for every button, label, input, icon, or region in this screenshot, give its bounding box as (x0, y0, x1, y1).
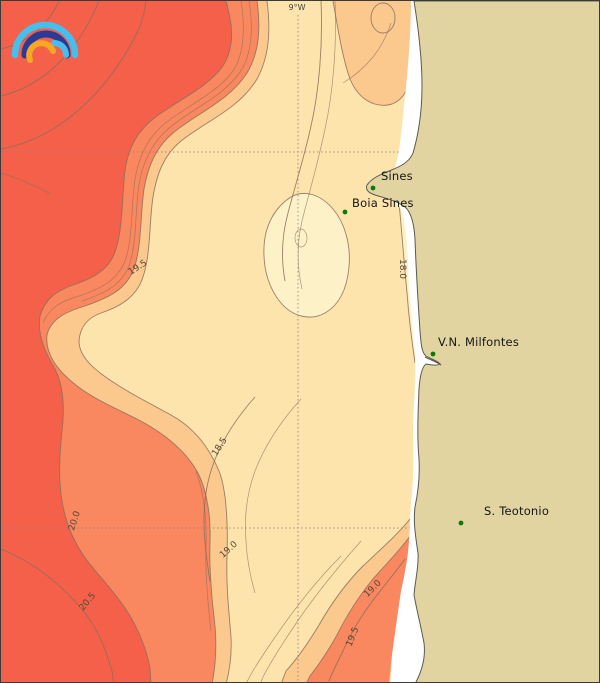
logo-outer-blue-arc (11, 21, 79, 59)
contour-label-18-0-coast: 18.0 (397, 258, 407, 280)
place-marker-sines (370, 185, 376, 191)
milfontes-river-inlet (424, 356, 442, 366)
logo-orange-arc (26, 40, 56, 63)
rainbow-logo (11, 21, 79, 63)
land (366, 1, 599, 682)
place-marker-boia-sines (342, 209, 348, 215)
place-label-s-teotonio: S. Teotonio (484, 504, 550, 518)
contour-lines (1, 1, 416, 682)
logo-inner-blue-arc (51, 40, 69, 58)
meridian-label-9w: 9°W (288, 3, 306, 12)
place-marker-s-teotonio (458, 520, 464, 526)
band-red-core (1, 1, 232, 682)
place-label-vn-milfontes: V.N. Milfontes (438, 335, 520, 349)
place-label-boia-sines: Boia Sines (352, 196, 414, 210)
place-markers (342, 185, 464, 526)
place-marker-vn-milfontes (430, 351, 436, 357)
graticule (1, 15, 413, 682)
place-label-sines: Sines (381, 169, 413, 183)
band-orange-tongue (307, 536, 410, 682)
